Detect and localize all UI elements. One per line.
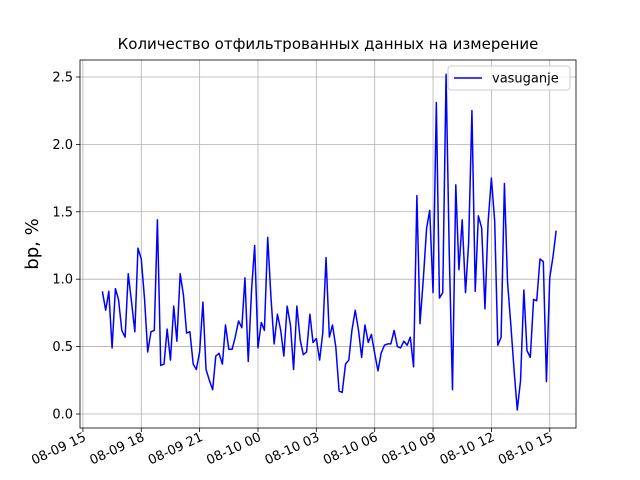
y-tick-label: 2.0 [52,138,73,153]
y-tick-label: 1.5 [52,205,73,220]
legend-label: vasuganje [492,72,559,87]
axes-frame [79,59,577,429]
data-line [101,73,557,411]
y-tick-label: 0.0 [52,407,73,422]
chart-title: Количество отфильтрованных данных на изм… [118,35,539,53]
legend-box [447,65,571,91]
y-tick-label: 1.0 [52,273,73,288]
y-axis-label: bp, % [22,218,43,269]
y-tick-label: 0.5 [52,340,73,355]
y-tick-label: 2.5 [52,70,73,85]
